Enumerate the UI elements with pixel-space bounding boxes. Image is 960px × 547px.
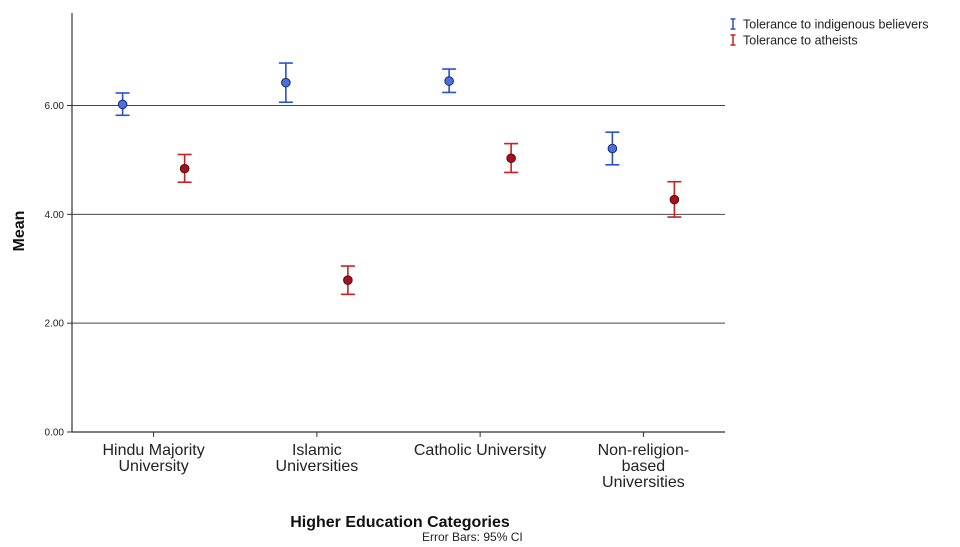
error-bar-point bbox=[278, 62, 293, 104]
category-label-line: University bbox=[119, 458, 189, 475]
error-bar-point bbox=[115, 92, 130, 117]
legend-item: Tolerance to indigenous believers bbox=[730, 18, 929, 32]
category-label-line: Universities bbox=[276, 458, 359, 475]
mean-marker bbox=[343, 275, 353, 285]
mean-marker bbox=[669, 194, 680, 205]
y-ticks: 0.00 2.00 4.00 6.00 bbox=[45, 101, 72, 439]
y-tick-label: 2.00 bbox=[45, 319, 65, 330]
legend-label: Tolerance to atheists bbox=[743, 34, 858, 48]
mean-marker bbox=[607, 143, 618, 154]
mean-marker bbox=[281, 77, 291, 88]
mean-marker bbox=[179, 163, 190, 174]
category-label-line: Hindu Majority bbox=[102, 442, 204, 459]
category-label-line: Non-religion- bbox=[598, 442, 690, 459]
y-axis-title: Mean bbox=[11, 211, 28, 252]
legend: Tolerance to indigenous believers Toleran… bbox=[730, 18, 929, 48]
y-tick-label: 4.00 bbox=[45, 210, 65, 221]
category-label-line: based bbox=[622, 458, 666, 475]
error-bar-point bbox=[177, 153, 192, 184]
error-bar-point bbox=[605, 131, 620, 166]
legend-item: Tolerance to atheists bbox=[730, 34, 858, 48]
series-marks bbox=[115, 62, 682, 296]
error-bar-point bbox=[667, 180, 682, 218]
error-bar-point bbox=[442, 68, 457, 94]
mean-marker bbox=[117, 99, 128, 110]
x-category-label: Islamic Universities bbox=[276, 442, 359, 475]
y-tick-label: 0.00 bbox=[45, 428, 65, 439]
x-category-label: Catholic University bbox=[414, 442, 546, 459]
x-category-label: Hindu Majority University bbox=[102, 442, 204, 475]
y-tick-label: 6.00 bbox=[45, 101, 65, 112]
mean-marker bbox=[506, 153, 516, 164]
category-label-line: Universities bbox=[602, 474, 685, 491]
mean-marker bbox=[444, 76, 454, 86]
gridlines bbox=[72, 105, 725, 324]
x-category-label: Non-religion-based Universities bbox=[598, 442, 690, 491]
legend-label: Tolerance to indigenous believers bbox=[743, 18, 929, 32]
error-bar-point bbox=[340, 265, 355, 296]
error-bar-point bbox=[504, 142, 519, 174]
error-bar-note: Error Bars: 95% CI bbox=[422, 530, 523, 544]
category-label-line: Islamic bbox=[292, 442, 342, 459]
x-axis-title: Higher Education Categories bbox=[290, 514, 510, 531]
category-label-line: Catholic University bbox=[414, 442, 546, 459]
